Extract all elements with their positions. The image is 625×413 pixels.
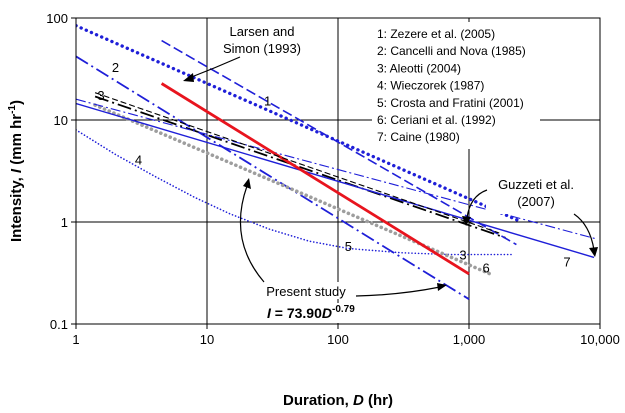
guzzetti-arrowhead-right — [589, 247, 598, 257]
larsen-annotation-line1: Larsen and — [229, 24, 294, 39]
series-line-larsen-and-simon-1993 — [161, 39, 517, 246]
x-tick-label: 100 — [327, 332, 349, 347]
x-tick-label: 10,000 — [580, 332, 620, 347]
legend: 1: Zezere et al. (2005) 2: Cancelli and N… — [377, 27, 526, 144]
legend-box — [372, 22, 540, 149]
y-tick-label: 10 — [54, 113, 68, 128]
y-tick-label: 100 — [46, 11, 68, 26]
series-line-4 — [76, 129, 515, 256]
x-tick-label: 10 — [200, 332, 214, 347]
y-tick-label: 0.1 — [50, 317, 68, 332]
curve-label: 4 — [135, 152, 142, 167]
ticks: 1 10 100 1,000 10,000 0.1 1 10 100 — [46, 11, 620, 347]
legend-entry: 4: Wieczorek (1987) — [377, 79, 484, 93]
curve-label: 6 — [482, 260, 489, 275]
present-study-annotation: Present study — [266, 284, 346, 299]
series-line-extra-dashed — [94, 92, 500, 234]
equation: I = 73.90D-0.79 — [267, 304, 355, 321]
series-line-1 — [76, 24, 521, 223]
series-line-7 — [76, 102, 595, 259]
legend-entry: 2: Cancelli and Nova (1985) — [377, 44, 526, 58]
series-line-present-study — [160, 82, 470, 276]
curve-label: 1 — [264, 94, 271, 109]
present-label-bg — [258, 282, 354, 299]
y-tick-label: 1 — [61, 215, 68, 230]
guzzetti-arrow-right — [573, 213, 595, 251]
series-line-2 — [76, 55, 470, 300]
guzzetti-label-bg — [486, 174, 586, 214]
curve-label: 7 — [563, 254, 570, 269]
guzzetti-arrow-left — [466, 189, 488, 219]
curve-label: 3 — [97, 88, 104, 103]
x-tick-label: 1,000 — [453, 332, 486, 347]
curve-label: 5 — [345, 239, 352, 254]
series-line-3 — [94, 95, 506, 239]
curve-label: 3 — [459, 248, 466, 263]
series-layer — [76, 24, 598, 300]
larsen-arrow — [188, 56, 241, 79]
larsen-arrowhead — [183, 73, 194, 82]
present-arrow-up — [239, 185, 265, 283]
present-arrowhead-right — [437, 283, 447, 291]
larsen-annotation-line2: Simon (1993) — [223, 41, 301, 56]
guzzetti-annotation-line1: Guzzeti et al. — [498, 177, 574, 192]
y-axis-title: Intensity, I (mm hr-1) — [7, 100, 25, 242]
legend-entry: 1: Zezere et al. (2005) — [377, 27, 495, 41]
present-arrowhead-up — [243, 178, 251, 189]
guzzetti-annotation-line2: (2007) — [517, 194, 555, 209]
larsen-label-bg — [214, 21, 312, 59]
legend-entry: 7: Caine (1980) — [377, 130, 460, 144]
legend-entry: 3: Aleotti (2004) — [377, 61, 461, 75]
guzzetti-arrowhead-left — [462, 216, 471, 226]
equation-bg — [262, 303, 382, 323]
x-axis-title: Duration, D (hr) — [283, 392, 393, 409]
curve-label: 2 — [112, 60, 119, 75]
legend-entry: 6: Ceriani et al. (1992) — [377, 113, 496, 127]
present-arrow-right — [355, 286, 441, 297]
legend-entry: 5: Crosta and Fratini (2001) — [377, 96, 524, 110]
x-tick-label: 1 — [72, 332, 79, 347]
